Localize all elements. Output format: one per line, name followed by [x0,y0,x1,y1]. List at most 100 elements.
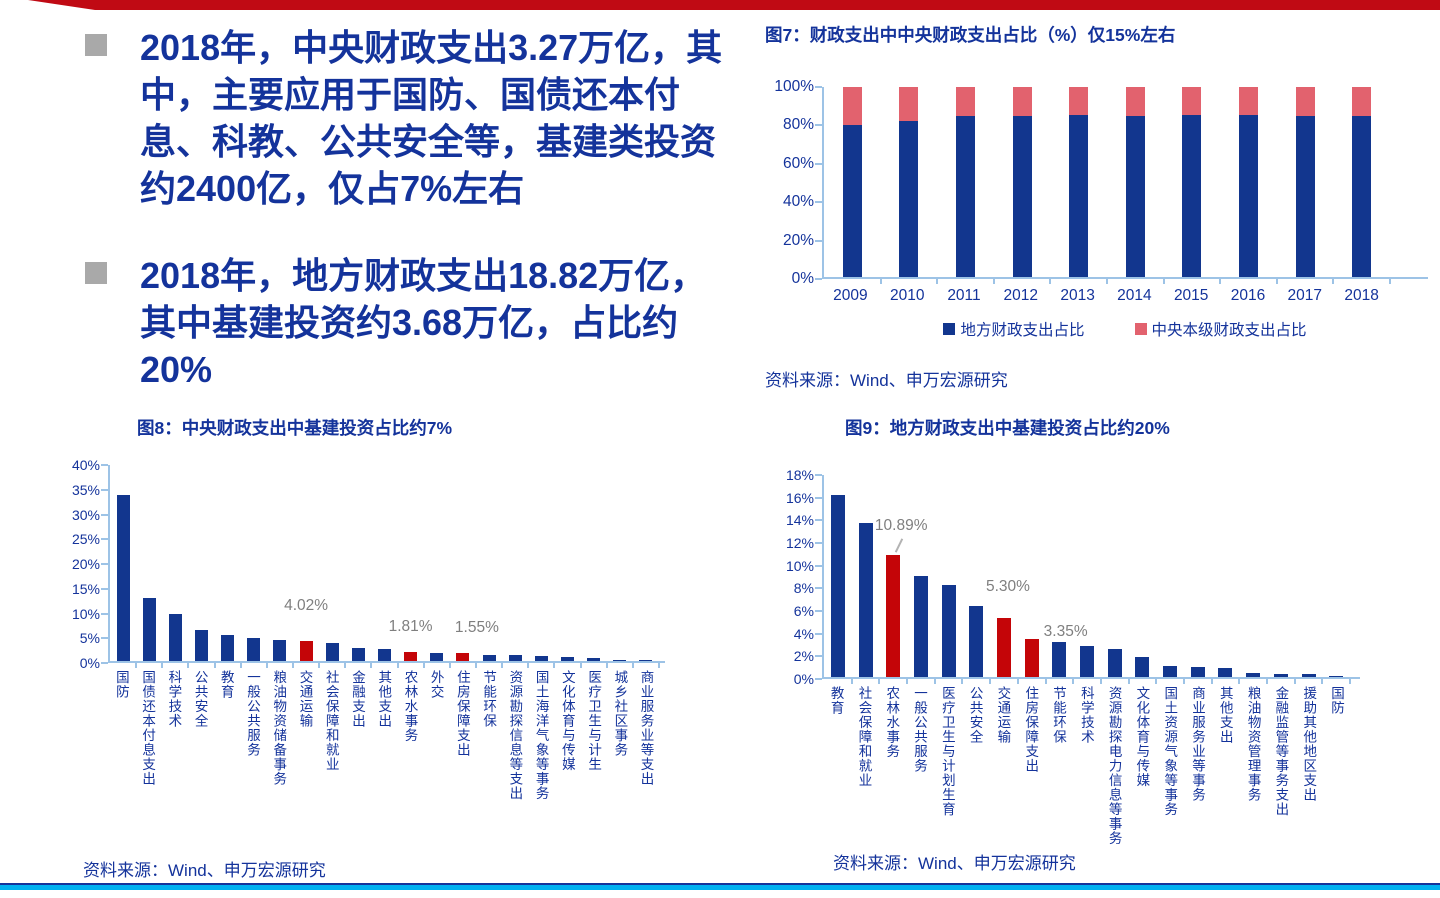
y-tick-mark [815,632,822,635]
x-tick-label: 粮油物资管理事务 [1239,686,1267,802]
bar-slot [937,87,995,284]
x-tick-label-text: 国防 [113,670,129,699]
x-tick-label: 2016 [1230,287,1266,304]
x-tick-mark [527,663,530,668]
bar-slot [935,475,964,684]
y-tick-mark [101,488,108,491]
x-tick-label: 2010 [889,287,925,304]
x-tick-label-text: 国防 [1328,686,1344,715]
bar-国土资源气象等事务 [1163,665,1178,677]
x-tick-label-text: 住房保障支出 [454,670,470,757]
segment-中央本级财政支出占比 [899,87,919,122]
plot-area: 10.89% 5.30% 3.35% [815,474,1360,684]
segment-地方财政支出占比 [1295,115,1315,277]
bar-slot [1107,87,1165,284]
bar-slot [1267,475,1296,684]
x-tick-label-text: 科学技术 [166,670,182,728]
bar-slot [110,465,138,668]
x-axis-labels: 教育 社会保障和就业 农林水事务 一般公共服务 医疗卫生与计划生育 公共安全 交通运输 住房保… [822,686,1360,884]
x-tick-label-text: 外交 [428,670,444,699]
x-tick-mark [989,679,992,684]
x-tick-label-text: 粮油物资管理事务 [1245,686,1261,802]
bar-slot [319,465,347,668]
bar-slot [824,87,882,284]
x-tick-label-text: 教育 [218,670,234,699]
x-tick-label: 交通运输 [292,670,318,728]
bar-slot [162,465,190,668]
bar-国土海洋气象等事务 [534,655,548,661]
bar-文化体育与传媒 [1135,657,1150,677]
y-tick-label: 15% [71,580,100,597]
segment-中央本级财政支出占比 [1352,87,1372,116]
figure-9-source: 资料来源：Wind、申万宏源研究 [833,854,1076,873]
bar-slot [852,475,881,684]
x-tick-label: 金融监管等事务支出 [1267,686,1295,817]
x-tick-label-text: 节能环保 [1051,686,1067,744]
bar-slot: 3.35% [1018,475,1088,684]
y-tick-label: 16% [785,489,814,506]
data-label: 3.35% [1043,623,1088,641]
bar-社会保障和就业 [858,523,873,677]
x-tick-label: 国防 [108,670,134,699]
x-tick-label: 文化体育与传媒 [554,670,580,772]
x-tick-label-text: 公共安全 [967,686,983,744]
x-tick-label: 2017 [1287,287,1323,304]
x-tick-label-text: 住房保障支出 [1023,686,1039,773]
x-tick-mark [187,663,190,668]
y-tick-mark [101,464,108,466]
y-tick-mark [815,124,822,127]
bar-文化体育与传媒 [560,657,574,661]
y-tick-label: 4% [793,625,814,642]
x-tick-label-text: 金融支出 [349,670,365,728]
y-tick-mark [101,513,108,516]
x-tick-label-text: 节能环保 [481,670,497,728]
y-tick-mark [815,474,822,476]
x-tick-label: 农林水事务 [397,670,423,743]
x-tick-mark [1293,679,1296,684]
x-tick-label: 2015 [1173,287,1209,304]
bar-科学技术 [168,613,182,661]
y-tick-label: 8% [793,580,814,597]
y-tick-label: 0% [793,671,814,687]
bar-城乡社区事务 [613,660,627,661]
bar-slot [824,475,853,684]
x-tick-label-text: 商业服务业等支出 [638,670,654,786]
x-tick-label: 农林水事务 [878,686,906,759]
y-tick-label: 0% [79,655,100,671]
x-tick-mark [344,663,347,668]
x-tick-mark [657,663,660,668]
x-tick-mark [961,679,964,684]
data-label: 10.89% [874,516,928,534]
bar-其他支出 [377,648,391,661]
x-tick-label: 2018 [1344,287,1379,304]
y-tick-mark [815,678,822,680]
bar-援助其他地区支出 [1301,674,1316,677]
x-tick-label-text: 资源勘探信息等支出 [507,670,523,801]
x-tick-label-text: 公共安全 [192,670,208,728]
bar-slot [424,465,451,668]
y-tick-label: 40% [782,193,814,211]
bar-粮油物资储备事务 [273,640,287,661]
y-tick-label: 100% [774,78,814,95]
x-tick-mark [1044,679,1047,684]
y-tick-mark [815,655,822,658]
y-tick-label: 20% [782,231,814,249]
y-tick-label: 80% [782,116,814,134]
y-tick-label: 30% [71,506,100,523]
chart-wrap: 18% 16% 14% 12% 10% 8% 6% 4% 2% 0% 10.89% 5.30% 3.35… [760,467,1360,884]
x-tick-label: 金融支出 [344,670,370,728]
figure-8-chart: 40% 35% 30% 25% 20% 15% 10% 5% 0% 4.02% 1.81% 1.55%… [60,457,665,852]
bar-slot [1277,87,1335,284]
segment-地方财政支出占比 [955,115,975,277]
bar-金融监管等事务支出 [1273,673,1288,677]
bar-slot [1184,475,1213,684]
x-tick-label-text: 金融监管等事务支出 [1273,686,1289,817]
y-tick-mark [815,496,822,499]
y-axis: 18% 16% 14% 12% 10% 8% 6% 4% 2% 0% [760,467,822,687]
bar-国防 [1329,675,1344,677]
segment-地方财政支出占比 [899,121,919,277]
figure-8-title: 图8：中央财政支出中基建投资占比约7% [137,418,453,438]
x-tick-label: 商业服务业等支出 [633,670,659,786]
x-tick-mark [1155,679,1158,684]
x-tick-label-text: 文化体育与传媒 [559,670,575,772]
